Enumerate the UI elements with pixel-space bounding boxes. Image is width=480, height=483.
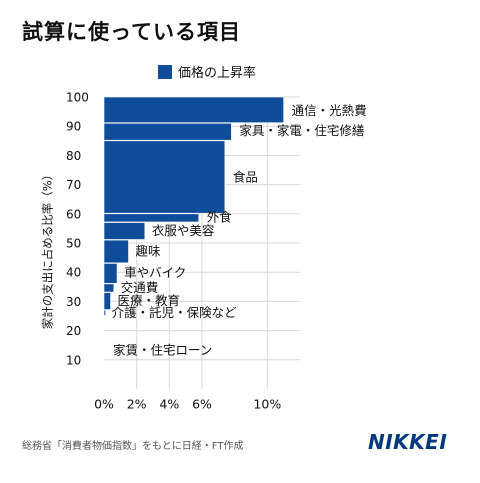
x-tick-label: 0%	[94, 397, 114, 412]
x-tick-label: 10%	[253, 397, 281, 412]
bar-label-8: 交通費	[121, 280, 159, 295]
bar-9	[103, 292, 111, 310]
legend-label: 価格の上昇率	[178, 66, 257, 81]
bar-label-9: 医療・教育	[118, 293, 181, 308]
bar-8	[103, 283, 115, 293]
bar-6	[103, 239, 129, 264]
bar-label-7: 車やバイク	[124, 265, 186, 280]
y-tick-label: 50	[66, 237, 81, 251]
y-tick-label: 70	[66, 178, 81, 192]
bar-2	[103, 122, 232, 141]
bar-label-2: 家具・家電・住宅修繕	[239, 123, 364, 138]
bar-label-5: 衣服や美容	[152, 223, 215, 238]
bar-label-4: 外食	[207, 210, 233, 225]
x-tick-label: 6%	[192, 397, 212, 412]
chart-title: 試算に使っている項目	[22, 20, 241, 44]
nikkei-logo: NIKKEI	[368, 430, 448, 454]
y-tick-label: 60	[66, 207, 81, 221]
bar-3	[103, 140, 226, 214]
source-note: 総務省「消費者物価指数」をもとに日経・FT作成	[22, 441, 244, 452]
bar-label-1: 通信・光熱費	[292, 103, 367, 118]
bar-label-10: 介護・託児・保険など	[112, 305, 238, 320]
bar-label-6: 趣味	[136, 243, 162, 258]
bar-7	[103, 263, 118, 284]
y-tick-label: 40	[66, 266, 81, 280]
x-tick-label: 4%	[159, 397, 179, 412]
y-tick-label: 30	[66, 295, 81, 309]
y-tick-label: 90	[66, 120, 81, 134]
y-tick-label: 100	[66, 91, 89, 105]
bar-5	[103, 222, 146, 240]
legend-swatch	[158, 64, 172, 79]
y-tick-label: 80	[66, 149, 81, 163]
bar-label-11: 家賃・住宅ローン	[113, 343, 212, 358]
bar-4	[103, 213, 200, 223]
chart-legend: 価格の上昇率	[158, 62, 256, 81]
y-tick-label: 20	[66, 324, 81, 338]
bar-label-3: 食品	[233, 169, 258, 184]
y-tick-label: 10	[66, 353, 81, 367]
bar-10	[103, 309, 106, 316]
x-tick-label: 2%	[127, 397, 147, 412]
y-axis-label: 家計の支出に占める比率（%）	[41, 169, 55, 329]
bar-1	[103, 96, 284, 123]
